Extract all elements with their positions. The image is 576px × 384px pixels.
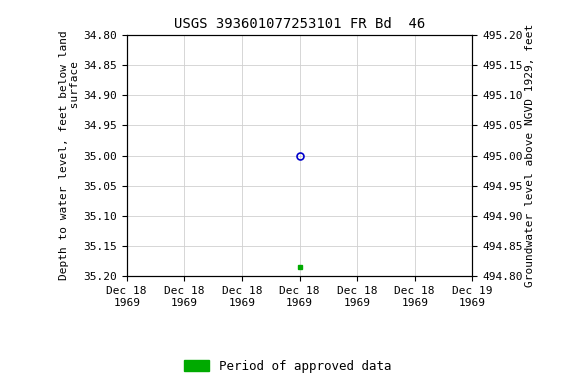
Title: USGS 393601077253101 FR Bd  46: USGS 393601077253101 FR Bd 46	[174, 17, 425, 31]
Y-axis label: Groundwater level above NGVD 1929, feet: Groundwater level above NGVD 1929, feet	[525, 24, 535, 287]
Legend: Period of approved data: Period of approved data	[179, 355, 397, 378]
Y-axis label: Depth to water level, feet below land
                     surface: Depth to water level, feet below land su…	[59, 31, 81, 280]
